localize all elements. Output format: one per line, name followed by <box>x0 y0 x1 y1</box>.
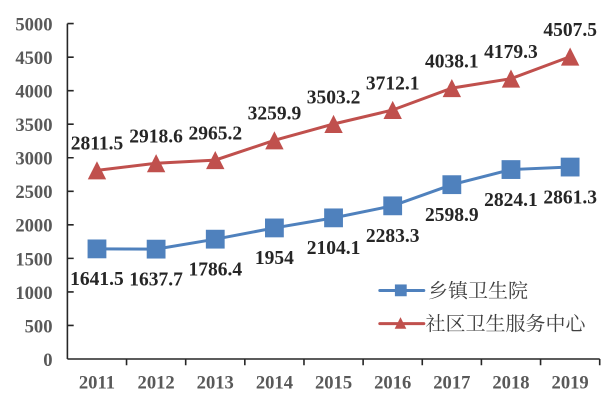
svg-text:1786.4: 1786.4 <box>188 259 242 280</box>
svg-text:2015: 2015 <box>315 373 352 394</box>
svg-text:2012: 2012 <box>138 373 175 394</box>
svg-text:0: 0 <box>43 350 52 371</box>
svg-text:4179.3: 4179.3 <box>484 42 538 63</box>
svg-text:2811.5: 2811.5 <box>71 134 124 155</box>
svg-text:2000: 2000 <box>15 216 52 237</box>
svg-text:2104.1: 2104.1 <box>307 238 361 259</box>
svg-text:2018: 2018 <box>492 373 529 394</box>
svg-text:1500: 1500 <box>15 249 52 270</box>
svg-text:3500: 3500 <box>15 115 52 136</box>
svg-text:5000: 5000 <box>15 15 52 36</box>
svg-text:1637.7: 1637.7 <box>129 269 183 290</box>
svg-text:4500: 4500 <box>15 48 52 69</box>
svg-text:2861.3: 2861.3 <box>543 187 597 208</box>
svg-text:2824.1: 2824.1 <box>484 190 538 211</box>
svg-text:2017: 2017 <box>433 373 470 394</box>
svg-text:4038.1: 4038.1 <box>425 51 479 72</box>
svg-text:2013: 2013 <box>197 373 234 394</box>
svg-text:1000: 1000 <box>15 283 52 304</box>
svg-text:2019: 2019 <box>552 373 589 394</box>
svg-text:1641.5: 1641.5 <box>70 269 124 290</box>
svg-text:2283.3: 2283.3 <box>366 226 420 247</box>
svg-text:2918.6: 2918.6 <box>129 127 183 148</box>
svg-text:1954: 1954 <box>255 248 294 269</box>
svg-text:3259.9: 3259.9 <box>248 104 302 125</box>
svg-text:2016: 2016 <box>374 373 411 394</box>
svg-text:3712.1: 3712.1 <box>366 73 420 94</box>
svg-text:4507.5: 4507.5 <box>543 20 597 41</box>
svg-text:500: 500 <box>25 316 53 337</box>
svg-text:2014: 2014 <box>256 373 293 394</box>
svg-text:3000: 3000 <box>15 149 52 170</box>
svg-text:3503.2: 3503.2 <box>307 87 361 108</box>
svg-text:4000: 4000 <box>15 82 52 103</box>
svg-text:2011: 2011 <box>79 373 115 394</box>
svg-text:2500: 2500 <box>15 182 52 203</box>
svg-text:2598.9: 2598.9 <box>425 205 479 226</box>
svg-text:2965.2: 2965.2 <box>188 123 242 144</box>
